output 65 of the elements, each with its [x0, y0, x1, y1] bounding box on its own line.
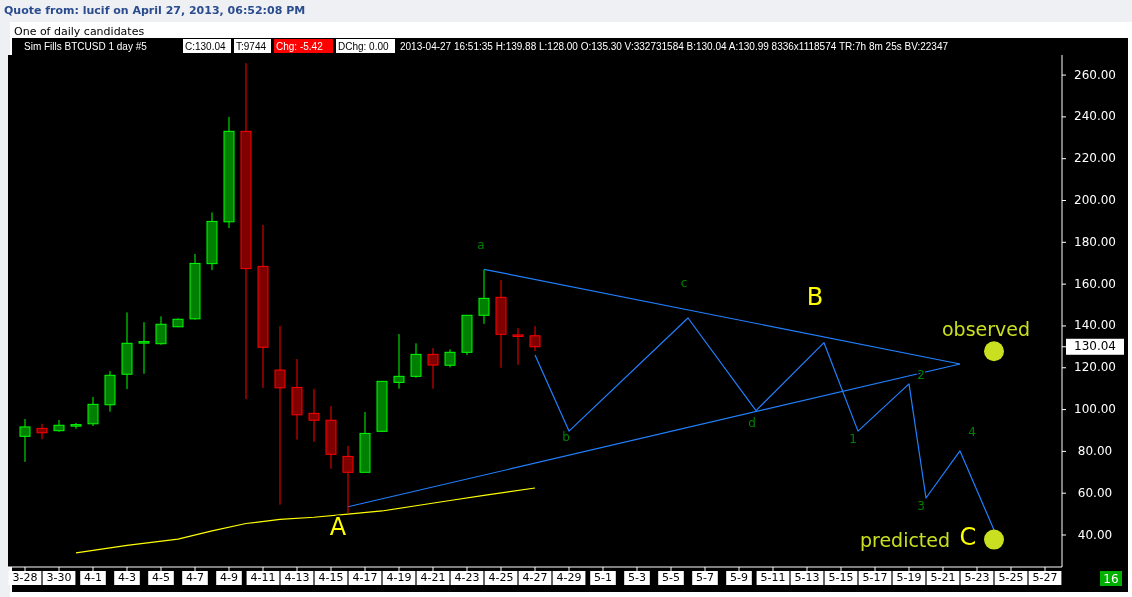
x-tick-label: 4-25: [488, 571, 514, 584]
x-tick-label: 4-13: [284, 571, 310, 584]
annotation: b: [562, 429, 570, 444]
x-tick-label: 5-3: [628, 571, 646, 584]
x-tick-label: 5-19: [896, 571, 922, 584]
x-tick-label: 5-5: [662, 571, 680, 584]
annotation: 1: [849, 431, 857, 446]
x-tick-label: 4-7: [186, 571, 204, 584]
text: T:9744: [236, 41, 267, 52]
x-tick-label: 5-7: [696, 571, 714, 584]
annotation: B: [806, 283, 824, 311]
x-tick-label: 5-23: [964, 571, 990, 584]
annotation: a: [477, 237, 485, 252]
text: Chg: -5.42: [276, 41, 324, 52]
x-tick-label: 5-27: [1032, 571, 1058, 584]
x-tick-label: 4-15: [318, 571, 344, 584]
x-tick-label: 5-1: [594, 571, 612, 584]
y-tick-label: 40.00: [1077, 527, 1113, 542]
text: C:130.04: [185, 41, 227, 52]
x-tick-label: 4-23: [454, 571, 480, 584]
y-tick-label: 130.04: [1074, 339, 1116, 354]
text: 16: [1103, 571, 1119, 586]
x-tick-label: 4-29: [556, 571, 582, 584]
x-tick-label: 4-27: [522, 571, 548, 584]
annotation: A: [329, 513, 347, 542]
y-tick-label: 260.00: [1074, 67, 1116, 82]
annotation: observed: [941, 317, 1031, 340]
x-tick-label: 5-25: [998, 571, 1024, 584]
y-tick-label: 240.00: [1074, 109, 1116, 124]
x-tick-label: 4-21: [420, 571, 446, 584]
x-tick-label: 4-3: [118, 571, 136, 584]
x-tick-label: 4-17: [352, 571, 378, 584]
y-tick-label: 160.00: [1074, 276, 1116, 291]
annotation: C: [959, 523, 977, 551]
x-tick-label: 5-17: [862, 571, 888, 584]
x-tick-label: 3-30: [46, 571, 72, 584]
annotation: 4: [968, 425, 976, 440]
annotation: 3: [917, 498, 925, 513]
text: 2013-04-27 16:51:35 H:139.88 L:128.00 O:135.30 V:332731584 B:130.04 A:130.99 8336x1118574 TR:7h 8m 25s BV:22347: [400, 41, 949, 52]
x-tick-label: 5-15: [828, 571, 854, 584]
x-tick-label: 3-28: [12, 571, 38, 584]
y-tick-label: 140.00: [1074, 318, 1116, 333]
text: DChg: 0.00: [338, 41, 390, 52]
y-tick-label: 200.00: [1074, 193, 1116, 208]
x-tick-label: 5-21: [930, 571, 956, 584]
x-tick-label: 5-13: [794, 571, 820, 584]
x-tick-label: 4-1: [84, 571, 102, 584]
chart-subtitle: One of daily candidates: [14, 25, 145, 38]
text: Sim Fills BTCUSD 1 day #5: [24, 41, 148, 52]
x-tick-label: 4-11: [250, 571, 276, 584]
y-tick-label: 60.00: [1077, 485, 1113, 500]
x-tick-label: 4-5: [152, 571, 170, 584]
y-tick-label: 100.00: [1074, 402, 1116, 417]
x-tick-label: 4-19: [386, 571, 412, 584]
y-tick-label: 220.00: [1074, 151, 1116, 166]
annotation: d: [748, 416, 756, 431]
annotation: c: [680, 275, 688, 290]
y-tick-label: 120.00: [1074, 360, 1116, 375]
annotation: predicted: [859, 529, 951, 552]
x-tick-label: 5-11: [760, 571, 786, 584]
y-tick-label: 180.00: [1074, 234, 1116, 249]
y-tick-label: 80.00: [1077, 443, 1113, 458]
x-tick-label: 5-9: [730, 571, 748, 584]
x-tick-label: 4-9: [220, 571, 238, 584]
chart-title: Quote from: lucif on April 27, 2013, 06:52:08 PM: [4, 4, 306, 17]
